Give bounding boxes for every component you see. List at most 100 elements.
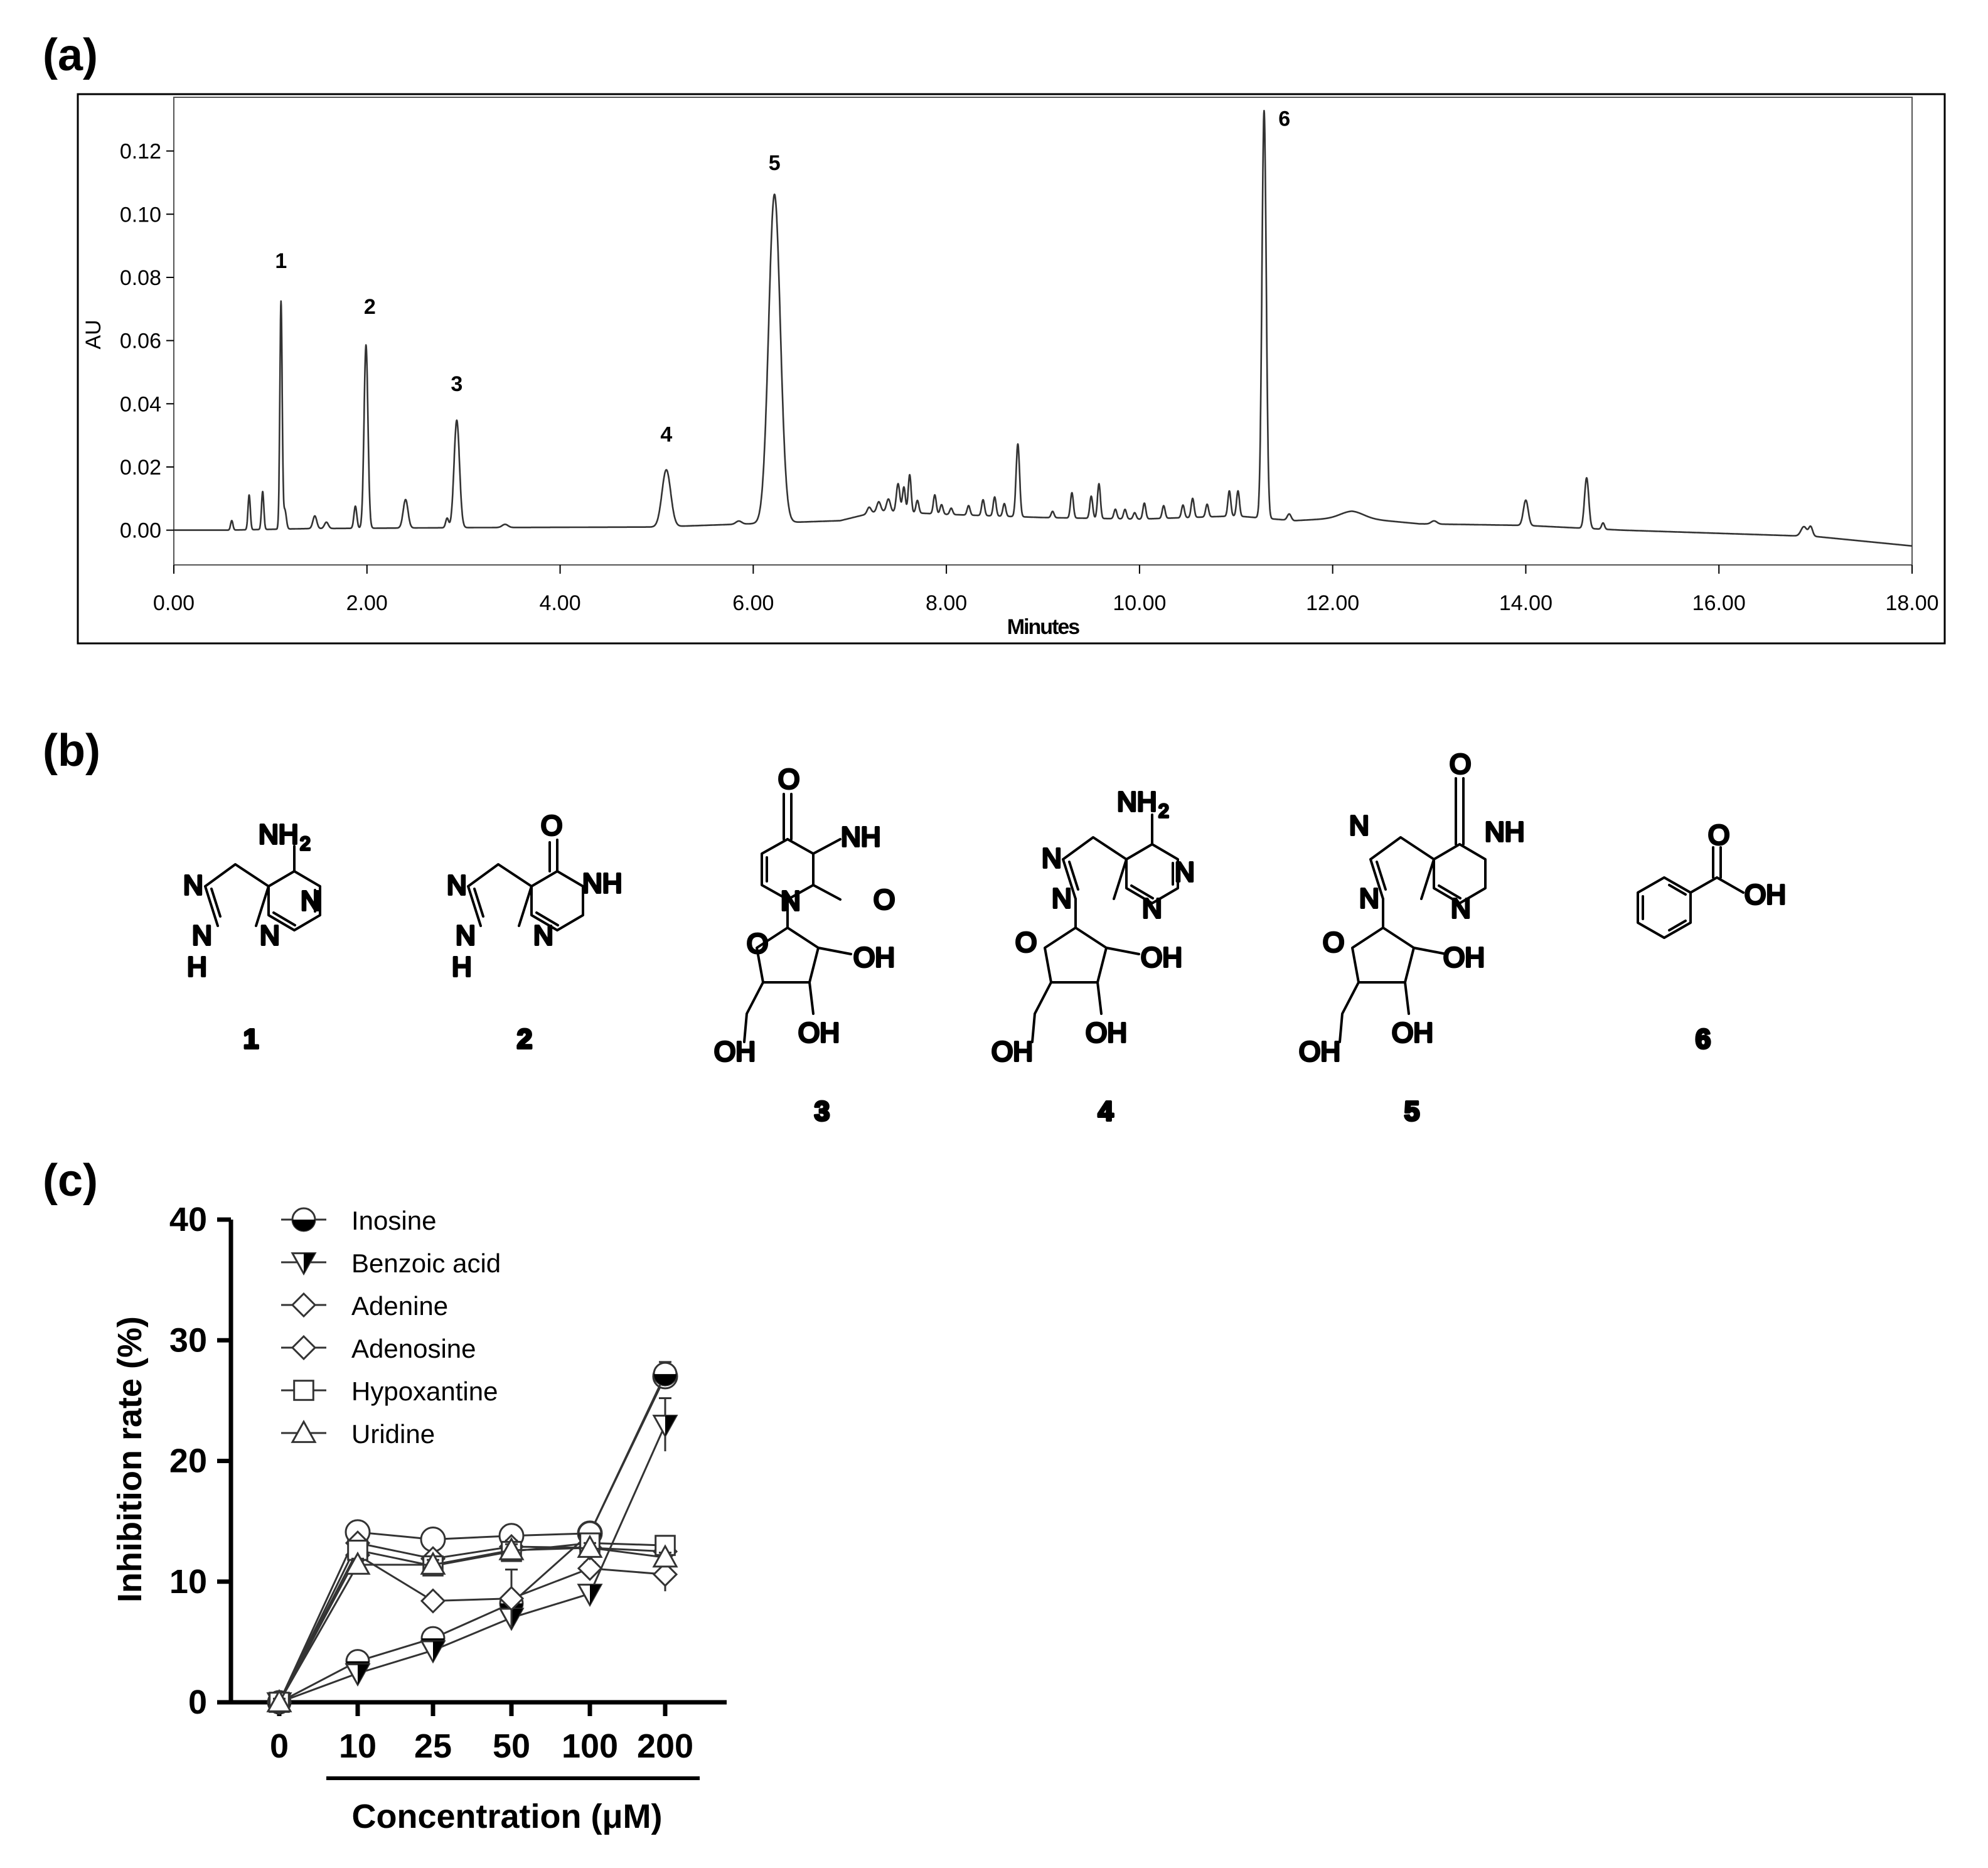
x-tick-label: 4.00 (539, 591, 580, 615)
y-axis-ticks: 0.00 0.02 0.04 0.06 0.08 0.10 0.12 (120, 140, 174, 543)
atom-label: O (1708, 820, 1729, 851)
x-tick-label: 0 (270, 1727, 289, 1765)
peak-labels: 1 2 3 4 5 6 (275, 107, 1290, 446)
legend-item: Adenosine (281, 1334, 476, 1363)
data-point (420, 1551, 446, 1575)
structures-panel: NH 2 N N N N H 1 O NH N N N H 2 (182, 748, 1787, 1128)
y-axis-ticks: 0 10 20 30 40 (169, 1201, 231, 1721)
y-axis-label: AU (82, 319, 105, 349)
legend-label: Uridine (351, 1419, 435, 1449)
marker-fill (292, 1220, 315, 1231)
y-axis-label: Inhibition rate (%) (111, 1316, 149, 1602)
atom-label: O (1015, 927, 1037, 958)
atom-label: N (781, 886, 801, 916)
atom-label: O (778, 764, 799, 795)
legend-label: Adenosine (351, 1334, 476, 1363)
legend: Inosine Benzoic acid Adenine Adenosine Hypox… (281, 1206, 501, 1449)
atom-label: OH (1392, 1017, 1433, 1048)
atom-label: O (747, 928, 768, 959)
peak-label: 2 (364, 295, 376, 319)
atom-label: OH (1141, 942, 1182, 973)
marker-fill (654, 1374, 676, 1386)
atom-label: N (1359, 883, 1379, 914)
atom-label: OH (798, 1017, 840, 1048)
atom-label: N (533, 920, 553, 951)
x-tick-label: 200 (637, 1727, 693, 1765)
peak-label: 1 (275, 249, 287, 273)
y-tick-label: 0.00 (120, 519, 161, 543)
compound-number-6: 6 (1696, 1024, 1711, 1055)
data-point (291, 1334, 317, 1361)
x-axis-ticks: 0.00 2.00 4.00 6.00 8.00 10.00 12.00 14.00 16.00… (153, 565, 1939, 615)
legend-label: Inosine (351, 1206, 436, 1235)
data-point (347, 1539, 368, 1561)
y-tick-label: 0.02 (120, 456, 161, 480)
marker-fill (304, 1253, 315, 1274)
x-axis-ticks: 0 10 25 50 100 200 (270, 1702, 693, 1765)
atom-label: NH (1485, 817, 1525, 847)
x-tick-label: 100 (562, 1727, 618, 1765)
marker-fill (511, 1609, 523, 1629)
atom-label: OH (1086, 1017, 1127, 1048)
legend-item: Adenine (281, 1291, 448, 1321)
y-tick-label: 40 (169, 1201, 207, 1238)
marker-fill (358, 1664, 369, 1685)
series-line (278, 1542, 666, 1703)
peak-label: 6 (1278, 107, 1290, 131)
atom-label: OH (1745, 879, 1786, 910)
compound-number-5: 5 (1404, 1096, 1419, 1127)
x-tick-label: 50 (493, 1727, 530, 1765)
x-tick-label: 0.00 (153, 591, 195, 615)
atom-label: NH (1117, 786, 1157, 817)
legend-item: Hypoxantine (281, 1377, 498, 1406)
atom-label: OH (991, 1036, 1033, 1067)
atom-label: OH (1299, 1036, 1340, 1067)
atom-label: N (183, 870, 203, 901)
atom-label: N (192, 920, 212, 951)
atom-label: N (447, 870, 467, 901)
legend-item: Inosine (281, 1206, 436, 1235)
structure-adenine (204, 845, 321, 931)
chromatogram-plot-frame (173, 97, 1913, 566)
peak-label: 5 (769, 151, 781, 175)
marker-fill (433, 1641, 444, 1662)
marker-fill (665, 1415, 676, 1436)
atom-label: N (1175, 857, 1195, 888)
data-point (420, 1588, 446, 1614)
atom-label: N (260, 920, 280, 951)
y-tick-label: 10 (169, 1563, 207, 1601)
x-tick-label: 10 (339, 1727, 377, 1765)
chromatogram-panel: 0.00 0.02 0.04 0.06 0.08 0.10 0.12 0.00 2.00 4.0… (77, 93, 1946, 645)
peak-label: 4 (660, 423, 672, 447)
series-line (279, 1424, 666, 1704)
atom-label: NH (259, 819, 299, 850)
y-tick-label: 20 (169, 1442, 207, 1480)
atom-label: O (1450, 749, 1471, 780)
atom-label: N (1349, 810, 1369, 841)
y-tick-label: 0.12 (120, 140, 161, 164)
x-tick-label: 18.00 (1885, 591, 1938, 615)
chromatogram-trace (173, 110, 1913, 547)
series-benzoic-acid (266, 1397, 678, 1716)
x-axis-label: Minutes (1007, 615, 1080, 639)
structure-adenosine (1031, 813, 1179, 1043)
atom-label: N (1451, 893, 1471, 924)
marker-fill (590, 1584, 601, 1605)
data-point (291, 1419, 317, 1443)
x-tick-label: 16.00 (1692, 591, 1746, 615)
x-tick-label: 10.00 (1113, 591, 1166, 615)
compound-number-3: 3 (815, 1096, 830, 1127)
atom-label: N (301, 886, 321, 916)
structure-hypoxanthine (467, 839, 584, 931)
compound-number-1: 1 (243, 1024, 259, 1055)
data-point (498, 1537, 525, 1560)
data-point (498, 1586, 525, 1611)
series-adenine (266, 1542, 678, 1715)
y-tick-label: 0 (188, 1683, 207, 1721)
panel-label-b: (b) (43, 726, 100, 776)
legend-label: Hypoxantine (351, 1377, 498, 1406)
series-uridine (266, 1534, 678, 1712)
series-group (266, 1361, 678, 1716)
atom-label: H (187, 952, 207, 982)
